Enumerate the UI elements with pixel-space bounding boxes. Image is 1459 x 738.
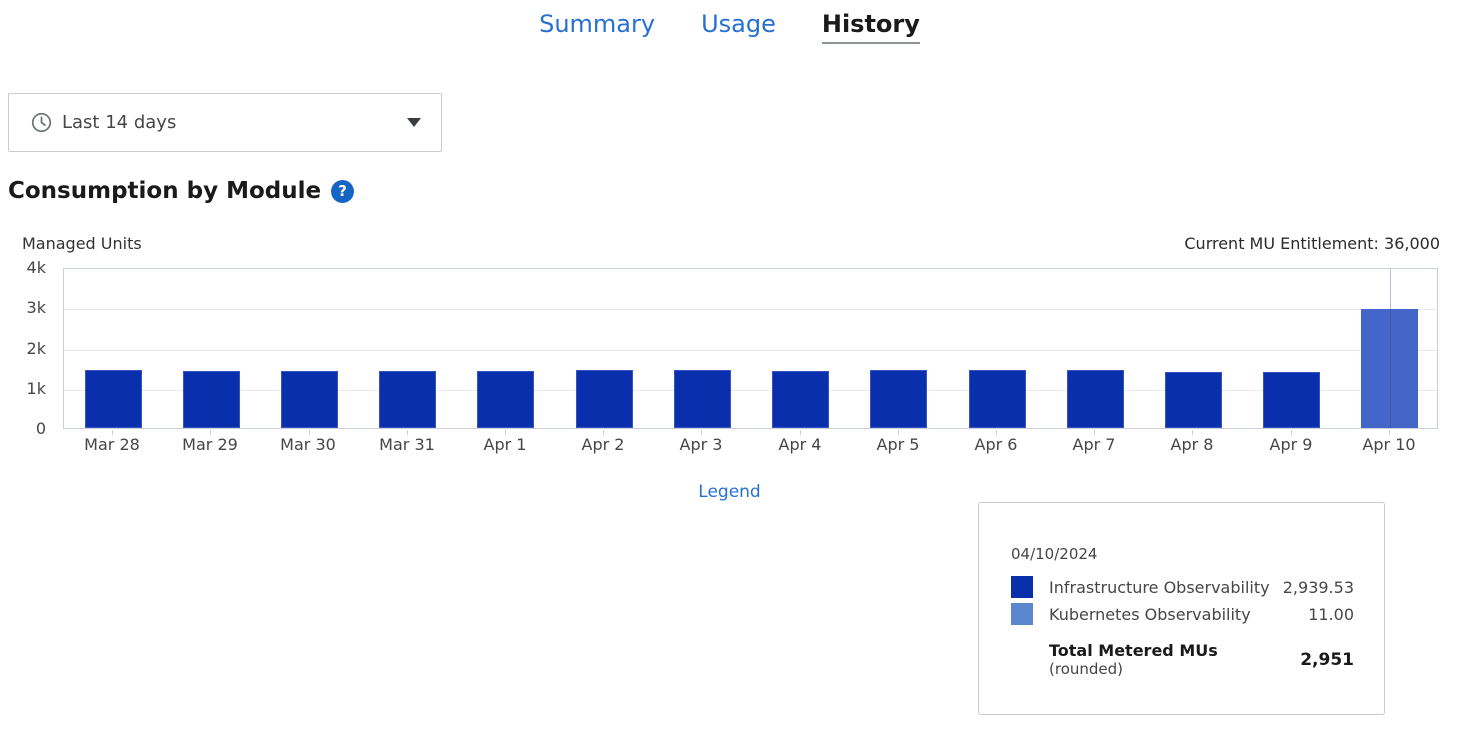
x-axis-label: Apr 9 [1269,435,1313,454]
tooltip-total-row: Total Metered MUs (rounded) 2,951 [1011,641,1354,678]
x-axis-tick [701,430,702,435]
x-axis-tick [603,430,604,435]
x-axis-label: Apr 6 [974,435,1018,454]
x-axis-ticks [63,430,1438,436]
y-axis-title: Managed Units [22,234,142,253]
tab-history[interactable]: History [821,10,920,44]
tab-bar: Summary Usage History [0,10,1459,44]
x-axis-tick [800,430,801,435]
bar-apr-6[interactable] [969,370,1026,428]
gridline [64,349,1437,351]
x-axis-label: Apr 7 [1072,435,1116,454]
y-axis-tick-label: 2k [26,338,46,358]
bar-apr-10[interactable] [1361,309,1418,428]
x-axis-tick [309,430,310,435]
y-axis-tick-label: 4k [26,258,46,277]
x-axis-label: Apr 5 [876,435,920,454]
y-axis-tick-label: 1k [26,378,46,398]
bar-mar-29[interactable] [183,371,240,428]
time-range-value: Last 14 days [62,112,177,133]
entitlement-annotation: Current MU Entitlement: 36,000 [1184,234,1440,253]
x-axis-label: Mar 28 [84,435,140,454]
chart-tooltip: 04/10/2024 Infrastructure Observability … [978,502,1385,715]
x-axis-label: Apr 8 [1170,435,1214,454]
y-axis-tick-label: 0 [35,419,46,438]
bar-mar-31[interactable] [379,371,436,428]
x-axis-label: Mar 29 [182,435,238,454]
x-axis-tick [996,430,997,435]
hover-crosshair [1390,269,1391,428]
bar-apr-7[interactable] [1067,370,1124,428]
x-axis-label: Apr 2 [581,435,625,454]
bar-apr-5[interactable] [870,370,927,428]
tooltip-total-label: Total Metered MUs [1049,641,1218,660]
tooltip-row-value: 2,939.53 [1282,577,1354,597]
x-axis-tick [505,430,506,435]
x-axis-tick [1192,430,1193,435]
tab-usage[interactable]: Usage [701,10,776,38]
tab-summary[interactable]: Summary [539,10,656,38]
tooltip-row-kubernetes: Kubernetes Observability 11.00 [1011,603,1354,625]
tooltip-total-sublabel: (rounded) [1049,660,1124,678]
bar-mar-30[interactable] [281,371,338,428]
bar-apr-3[interactable] [674,370,731,428]
x-axis-tick [1389,430,1390,435]
gridline [64,309,1437,311]
gridline [64,389,1437,391]
plot-area [63,268,1438,429]
consumption-chart: Managed Units Current MU Entitlement: 36… [0,232,1459,462]
x-axis-tick [898,430,899,435]
clock-icon [31,112,52,133]
x-axis-labels: Mar 28 Mar 29 Mar 30 Mar 31 Apr 1 Apr 2 Apr 3 A… [63,435,1438,457]
x-axis-label: Apr 3 [679,435,723,454]
tooltip-date: 04/10/2024 [1011,545,1098,563]
x-axis-tick [1291,430,1292,435]
x-axis-tick [1094,430,1095,435]
bar-mar-28[interactable] [85,370,142,428]
tooltip-row-value: 11.00 [1308,604,1354,624]
tooltip-row-label: Infrastructure Observability [1049,577,1270,597]
x-axis-label: Mar 31 [379,435,435,454]
bar-apr-2[interactable] [576,370,633,428]
infrastructure-observability-swatch [1011,576,1033,598]
bar-apr-1[interactable] [477,371,534,428]
x-axis-tick [407,430,408,435]
x-axis-label: Mar 30 [280,435,336,454]
chevron-down-icon [407,118,421,127]
tooltip-row-label: Kubernetes Observability [1049,604,1251,624]
bar-apr-4[interactable] [772,371,829,428]
tooltip-row-infrastructure: Infrastructure Observability 2,939.53 [1011,576,1354,598]
y-axis-labels: 4k 3k 2k 1k 0 [0,258,46,438]
section-header: Consumption by Module ? [8,178,355,204]
legend-link[interactable]: Legend [698,482,761,502]
x-axis-label: Apr 10 [1362,435,1416,454]
kubernetes-observability-swatch [1011,603,1033,625]
x-axis-label: Apr 1 [483,435,527,454]
bar-apr-8[interactable] [1165,372,1222,428]
x-axis-tick [112,430,113,435]
help-icon[interactable]: ? [331,179,355,203]
x-axis-tick [210,430,211,435]
x-axis-label: Apr 4 [778,435,822,454]
tooltip-total-value: 2,951 [1300,649,1354,670]
bar-apr-9[interactable] [1263,372,1320,428]
section-title: Consumption by Module [8,178,322,204]
y-axis-tick-label: 3k [26,298,46,318]
time-range-dropdown[interactable]: Last 14 days [8,93,442,152]
